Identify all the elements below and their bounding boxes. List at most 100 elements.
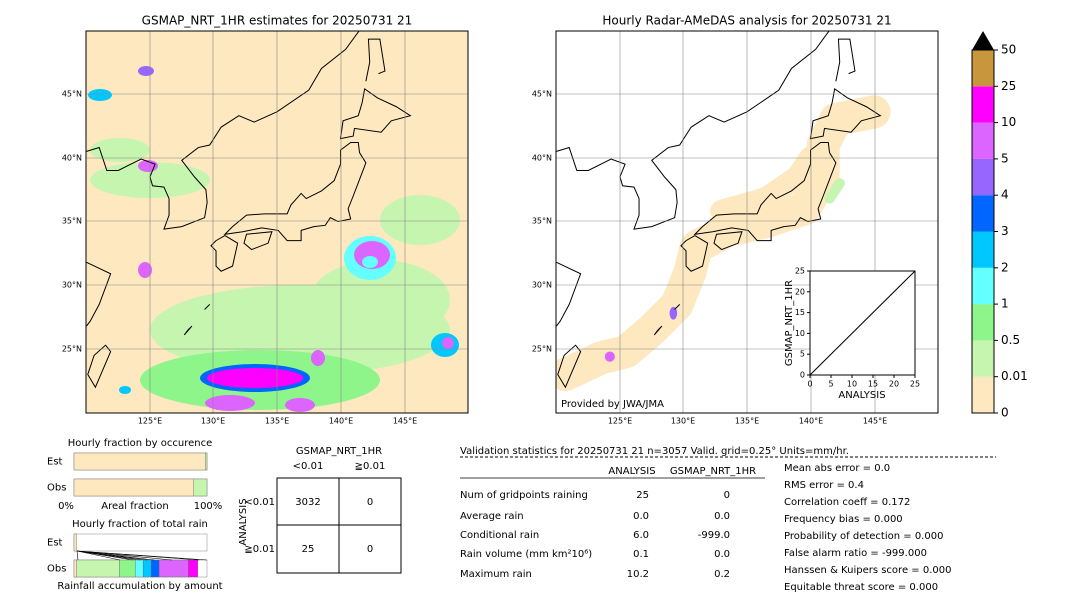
row-label: Est	[47, 538, 63, 549]
stat-label: Average rain	[460, 511, 524, 522]
colorbar-segment	[972, 340, 994, 377]
analysis-coverage	[556, 95, 891, 392]
table-title: GSMAP_NRT_1HR	[296, 446, 382, 457]
column-label: ≧0.01	[355, 461, 386, 472]
row-label: Obs	[47, 564, 66, 575]
stat-label: Num of gridpoints raining	[460, 490, 588, 501]
stat-value: 0.0	[714, 511, 730, 522]
y-tick-label: 25	[795, 267, 805, 276]
diagonal	[809, 270, 916, 376]
score: RMS error = 0.4	[784, 480, 864, 491]
colorbar-segment	[972, 86, 994, 123]
colorbar-label: 0	[1001, 406, 1009, 420]
colorbar-label: 25	[1001, 79, 1016, 93]
colorbar-label: 2	[1001, 260, 1009, 274]
column-label: <0.01	[293, 461, 324, 472]
lon-label: 140°E	[329, 417, 353, 426]
y-tick-label: 10	[795, 329, 805, 338]
guide-line	[76, 550, 121, 561]
lat-label: 35°N	[62, 217, 82, 226]
guide-line	[76, 550, 208, 561]
x-tick-label: 0	[807, 380, 812, 389]
colorbar-segment	[972, 376, 994, 413]
lat-label: 25°N	[62, 345, 82, 354]
stat-value: 0.2	[714, 569, 730, 580]
lon-label: 145°E	[863, 417, 887, 426]
left-map-title: GSMAP_NRT_1HR estimates for 20250731 21	[142, 14, 413, 28]
bar-segment	[193, 478, 208, 497]
stat-value: 0.0	[633, 511, 649, 522]
lon-label: 125°E	[608, 417, 632, 426]
x-tick-label: 10	[847, 380, 857, 389]
lat-label: 25°N	[532, 345, 552, 354]
lon-label: 135°E	[265, 417, 289, 426]
caption: Rainfall accumulation by amount	[57, 581, 222, 592]
stat-value: 0	[724, 490, 730, 501]
stat-value: 10.2	[627, 569, 649, 580]
lat-label: 45°N	[62, 90, 82, 99]
inset-xlabel: ANALYSIS	[838, 390, 885, 401]
lon-label: 130°E	[201, 417, 225, 426]
bar-segment	[119, 559, 136, 578]
stat-value: 0.1	[633, 549, 649, 560]
colorbar-label: 3	[1001, 224, 1009, 238]
stat-value: 0.0	[714, 549, 730, 560]
stat-label: Rain volume (mm km²10⁶)	[460, 549, 592, 560]
validation-header: Validation statistics for 20250731 21 n=…	[460, 446, 849, 457]
bar-segment	[142, 559, 152, 578]
lon-label: 145°E	[393, 417, 417, 426]
cell: 0	[367, 544, 373, 555]
rain-field	[88, 66, 460, 412]
panel-title: Hourly fraction by occurence	[68, 438, 212, 449]
score: Probability of detection = 0.000	[784, 531, 943, 542]
colorbar-label: 4	[1001, 188, 1009, 202]
panel-title: Hourly fraction of total rain	[72, 519, 208, 530]
score: Mean abs error = 0.0	[784, 463, 890, 474]
bar-segment	[73, 533, 77, 552]
y-tick-label: 15	[795, 308, 805, 317]
stat-label: Conditional rain	[460, 530, 539, 541]
bar-segment	[73, 559, 77, 578]
bar-frame	[73, 533, 208, 552]
cell: 3032	[295, 497, 320, 508]
score: False alarm ratio = -999.000	[784, 548, 927, 559]
row-label: ≧0.01	[244, 544, 275, 555]
stat-value: 6.0	[633, 530, 649, 541]
colorbar-segment	[972, 267, 994, 305]
inset-ylabel: GSMAP_NRT_1HR	[784, 280, 795, 366]
colorbar-label: 50	[1001, 43, 1016, 57]
x-tick-label: 5	[828, 380, 833, 389]
cell: 0	[367, 497, 373, 508]
guide-line	[76, 550, 79, 561]
cell: 25	[302, 544, 315, 555]
colorbar-label: 10	[1001, 115, 1016, 129]
lon-label: 135°E	[735, 417, 759, 426]
row-label: <0.01	[244, 497, 275, 508]
left-map	[86, 31, 468, 413]
row-label: Obs	[47, 483, 66, 494]
bar-segment	[205, 452, 208, 471]
stat-label: Maximum rain	[460, 569, 532, 580]
row-label: Est	[47, 457, 63, 468]
lat-label: 45°N	[532, 90, 552, 99]
map-frame	[555, 30, 939, 414]
column-label: GSMAP_NRT_1HR	[670, 466, 756, 477]
score: Frequency bias = 0.000	[784, 514, 903, 525]
bar-segment	[188, 559, 198, 578]
colorbar-segment	[972, 231, 994, 268]
stat-value: 25	[636, 490, 649, 501]
colorbar-label: 5	[1001, 151, 1009, 165]
map-frame	[85, 30, 469, 414]
column-label: ANALYSIS	[608, 466, 655, 477]
lat-label: 30°N	[532, 281, 552, 290]
bar-segment	[73, 452, 206, 471]
bar-segment	[134, 559, 144, 578]
colorbar-segment	[972, 158, 994, 196]
right-map-title: Hourly Radar-AMeDAS analysis for 2025073…	[602, 14, 891, 28]
lon-label: 130°E	[671, 417, 695, 426]
colorbar-segment	[972, 50, 994, 87]
y-tick-label: 20	[795, 287, 805, 296]
score: Hanssen & Kuipers score = 0.000	[784, 565, 951, 576]
x-tick-label: 20	[889, 380, 899, 389]
